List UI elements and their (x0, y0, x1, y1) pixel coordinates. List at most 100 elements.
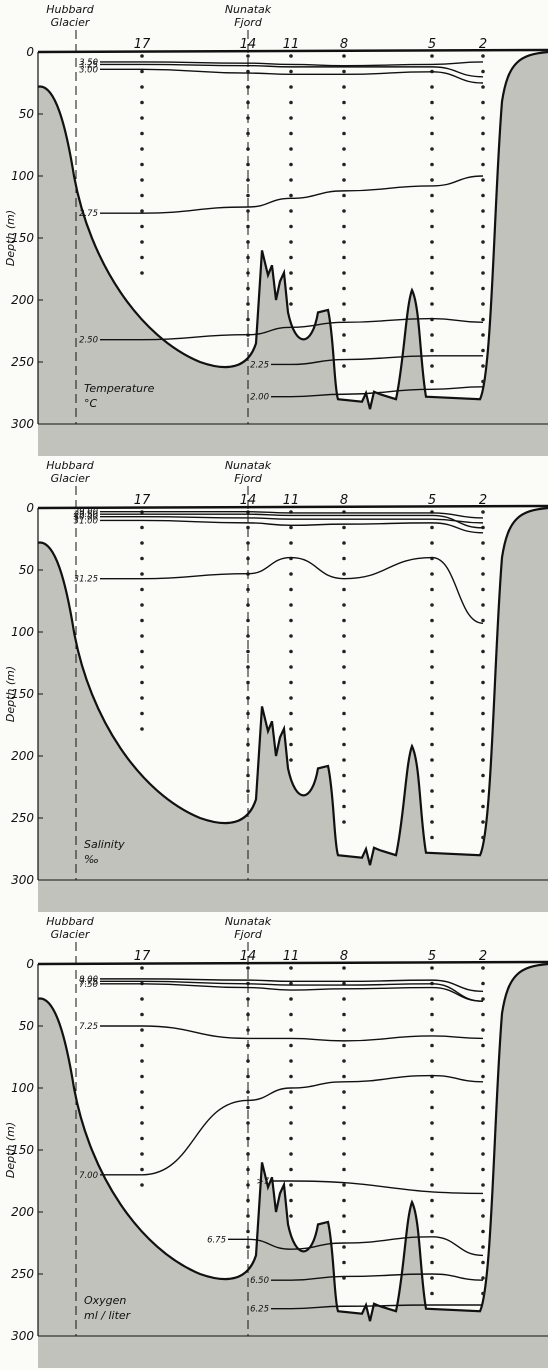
y-tick-label: 150 (11, 687, 34, 701)
sample-point (140, 85, 144, 89)
sample-point (289, 1059, 293, 1063)
sample-point (481, 572, 485, 576)
sample-point (140, 1105, 144, 1110)
sample-point (289, 131, 293, 136)
sample-point (246, 649, 250, 654)
oxygen-panel: 0 50 100 150 200 250 300 Depth (m) Hubbard Glacie… (0, 912, 548, 1368)
contour-label: 2.25 (250, 360, 269, 370)
sample-point (342, 255, 346, 260)
sample-point (246, 1183, 250, 1187)
sample-point (246, 317, 250, 322)
sample-point (140, 240, 144, 244)
sample-point (481, 116, 485, 120)
contour-label: 7.25 (79, 1022, 98, 1032)
sample-point (430, 364, 434, 368)
contour-line (100, 513, 484, 529)
sample-point (140, 271, 144, 275)
sample-point (342, 634, 346, 638)
sample-point (289, 1167, 293, 1172)
y-axis-label: Depth (m) (4, 666, 17, 722)
sample-point (430, 271, 434, 275)
sample-point (140, 1028, 144, 1032)
sample-point (246, 116, 250, 120)
sample-point (481, 618, 485, 623)
contour-label: 6.25 (250, 1305, 269, 1315)
sample-point (430, 1260, 434, 1265)
sample-point (140, 1121, 144, 1125)
sample-point (481, 271, 485, 275)
sample-point (481, 147, 485, 151)
parameter-label: Oxygen (84, 1294, 126, 1307)
sample-point (246, 193, 250, 198)
sample-point (342, 162, 346, 167)
sample-point (289, 1090, 293, 1094)
contour-label: 3.00 (79, 65, 98, 75)
y-tick-label: 250 (11, 355, 34, 369)
y-tick-label: 200 (11, 293, 34, 307)
sample-point (289, 116, 293, 120)
station-label-17: 17 (134, 493, 151, 508)
sample-point (481, 178, 485, 182)
sample-point (140, 255, 144, 260)
station-label-11: 11 (283, 37, 300, 52)
contour-label: 8.00 (79, 975, 98, 985)
sample-point (430, 711, 434, 716)
sample-point (246, 271, 250, 275)
sample-point (289, 193, 293, 198)
sample-point (430, 525, 434, 530)
sample-point (481, 1183, 485, 1187)
sample-point (342, 742, 346, 747)
sample-point (342, 240, 346, 244)
sample-point (342, 1183, 346, 1187)
sample-point (140, 541, 144, 545)
sample-point (430, 1276, 434, 1280)
place-label-glacier: Glacier (51, 16, 91, 29)
sample-point (481, 1121, 485, 1125)
sample-point (342, 147, 346, 151)
contour-line (270, 355, 483, 366)
sample-point (430, 1043, 434, 1048)
sample-point (481, 1074, 485, 1079)
sample-point (289, 240, 293, 244)
sample-point (481, 286, 485, 291)
sample-point (289, 1136, 293, 1141)
sample-point (481, 162, 485, 167)
sample-point (481, 1043, 485, 1048)
sample-point (430, 587, 434, 592)
sample-point (140, 131, 144, 136)
sample-point (246, 1152, 250, 1156)
sample-point (481, 317, 485, 322)
y-tick-label: 50 (19, 563, 35, 577)
sample-point (342, 69, 346, 74)
sample-point (246, 789, 250, 793)
sample-point (481, 510, 485, 514)
y-tick-label: 250 (11, 1267, 34, 1281)
sample-point (342, 665, 346, 669)
sample-point (289, 1028, 293, 1032)
sample-point (140, 603, 144, 607)
sample-point (289, 100, 293, 105)
sample-point (481, 649, 485, 654)
sample-point (246, 541, 250, 545)
sample-point (430, 193, 434, 198)
sample-point (481, 364, 485, 368)
sample-point (342, 1090, 346, 1094)
sample-point (140, 696, 144, 700)
sample-point (430, 348, 434, 353)
sample-point (430, 649, 434, 654)
parameter-label: Salinity (84, 838, 125, 851)
sample-point (246, 286, 250, 291)
y-tick-label: 150 (11, 231, 34, 245)
y-tick-label: 300 (11, 873, 34, 887)
sample-point (246, 255, 250, 260)
sample-point (246, 1136, 250, 1141)
sample-point (481, 69, 485, 74)
sample-point (342, 1229, 346, 1234)
station-label-14: 14 (240, 37, 257, 52)
sample-point (481, 1229, 485, 1234)
sample-point (246, 1059, 250, 1063)
sample-point (430, 997, 434, 1001)
sample-point (246, 209, 250, 213)
sample-point (430, 1152, 434, 1156)
sample-point (430, 966, 434, 970)
